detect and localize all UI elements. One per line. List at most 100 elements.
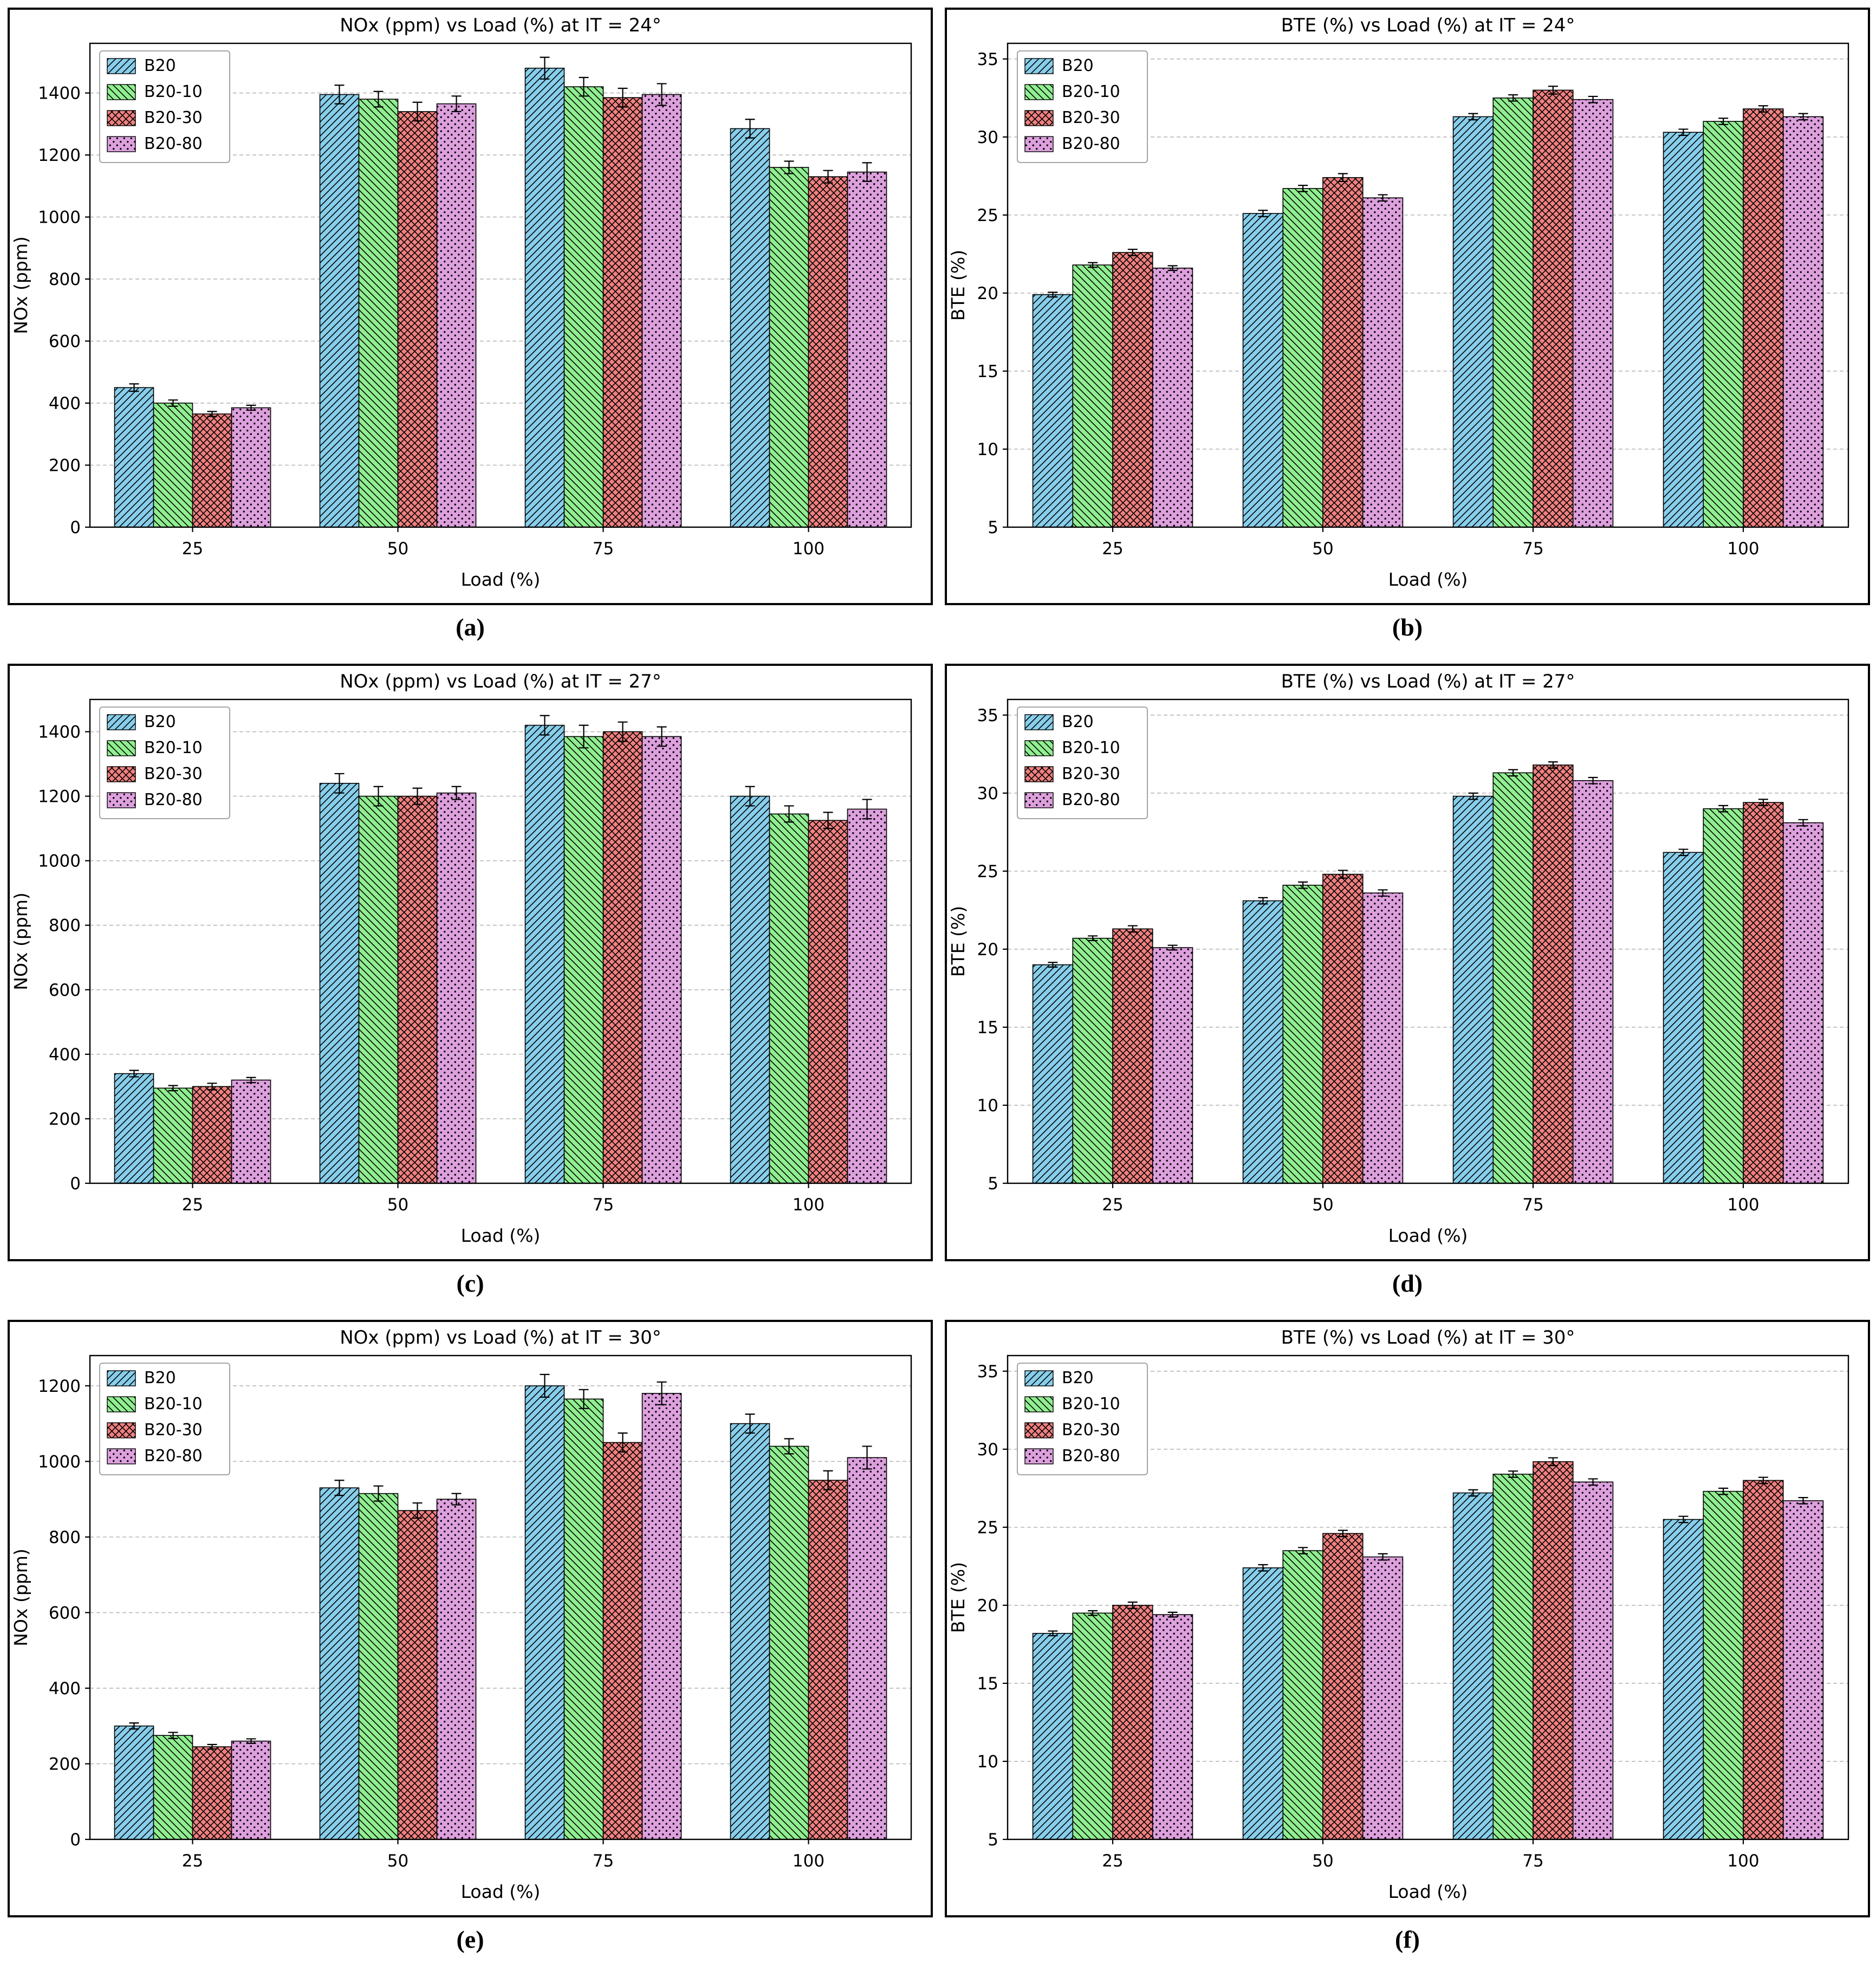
svg-text:50: 50 xyxy=(1312,539,1333,559)
svg-text:10: 10 xyxy=(977,1096,998,1116)
svg-text:10: 10 xyxy=(977,440,998,459)
svg-text:5: 5 xyxy=(988,518,998,537)
svg-text:0: 0 xyxy=(70,1174,81,1194)
chart-frame-bte-it27: 5 10 15 20 25 30 35 25 50 75 100 BTE (%) vs Load (%… xyxy=(945,664,1870,1261)
svg-text:BTE (%): BTE (%) xyxy=(947,906,969,977)
chart-frame-nox-it27: 0 200 400 600 800 1000 1200 1400 25 50 75 100 NOx (p… xyxy=(8,664,933,1261)
svg-text:100: 100 xyxy=(793,1851,825,1871)
svg-text:400: 400 xyxy=(49,394,81,413)
svg-text:75: 75 xyxy=(1522,1851,1543,1871)
svg-text:25: 25 xyxy=(1102,539,1123,559)
svg-text:15: 15 xyxy=(977,362,998,381)
svg-text:100: 100 xyxy=(793,1195,825,1215)
svg-text:B20-80: B20-80 xyxy=(1062,790,1120,809)
bar-chart-nox-it24: 0 200 400 600 800 1000 1200 1400 25 50 75 100 NOx (p… xyxy=(10,10,931,603)
svg-text:1200: 1200 xyxy=(38,1377,81,1396)
svg-text:75: 75 xyxy=(593,1195,614,1215)
svg-text:35: 35 xyxy=(977,1362,998,1382)
caption-f: (f) xyxy=(1395,1926,1420,1953)
svg-text:Load (%): Load (%) xyxy=(1388,569,1468,590)
svg-text:B20-30: B20-30 xyxy=(1062,764,1120,783)
svg-text:600: 600 xyxy=(49,981,81,1000)
svg-text:NOx (ppm): NOx (ppm) xyxy=(10,892,31,990)
panel-a: 0 200 400 600 800 1000 1200 1400 25 50 75 100 NOx (p… xyxy=(8,8,933,640)
svg-text:15: 15 xyxy=(977,1018,998,1038)
svg-text:B20-10: B20-10 xyxy=(1062,82,1120,101)
svg-text:600: 600 xyxy=(49,1603,81,1623)
svg-text:B20-10: B20-10 xyxy=(144,82,203,101)
svg-text:200: 200 xyxy=(49,456,81,476)
svg-text:30: 30 xyxy=(977,128,998,147)
svg-text:50: 50 xyxy=(387,1851,408,1871)
svg-text:B20-10: B20-10 xyxy=(1062,1395,1120,1414)
svg-text:B20-30: B20-30 xyxy=(144,1421,203,1440)
bar-chart-nox-it30: 0 200 400 600 800 1000 1200 25 50 75 100 NOx (ppm) … xyxy=(10,1322,931,1915)
svg-text:50: 50 xyxy=(1312,1851,1333,1871)
svg-text:25: 25 xyxy=(977,862,998,881)
svg-text:400: 400 xyxy=(49,1045,81,1065)
svg-text:200: 200 xyxy=(49,1754,81,1774)
svg-text:B20: B20 xyxy=(1062,56,1094,75)
svg-text:B20-80: B20-80 xyxy=(144,1447,203,1466)
panel-b: 5 10 15 20 25 30 35 25 50 75 100 BTE (%) vs Load (%… xyxy=(945,8,1870,640)
caption-b: (b) xyxy=(1392,613,1423,641)
svg-text:B20-10: B20-10 xyxy=(144,738,203,757)
caption-d: (d) xyxy=(1392,1269,1423,1297)
svg-text:Load (%): Load (%) xyxy=(1388,1881,1468,1902)
svg-text:BTE (%): BTE (%) xyxy=(947,1562,969,1633)
svg-text:Load (%): Load (%) xyxy=(461,569,541,590)
svg-text:600: 600 xyxy=(49,332,81,352)
svg-text:15: 15 xyxy=(977,1674,998,1694)
svg-text:B20-30: B20-30 xyxy=(144,108,203,127)
svg-text:75: 75 xyxy=(1522,539,1543,559)
svg-text:B20: B20 xyxy=(144,712,176,731)
svg-text:25: 25 xyxy=(1102,1851,1123,1871)
svg-text:400: 400 xyxy=(49,1679,81,1699)
svg-text:B20: B20 xyxy=(144,56,176,75)
svg-text:BTE (%) vs Load (%) at IT = 30: BTE (%) vs Load (%) at IT = 30° xyxy=(1281,1327,1575,1349)
svg-text:20: 20 xyxy=(977,940,998,960)
svg-text:NOx (ppm): NOx (ppm) xyxy=(10,236,31,334)
svg-text:B20-80: B20-80 xyxy=(144,790,203,809)
svg-text:B20-10: B20-10 xyxy=(144,1395,203,1414)
svg-text:35: 35 xyxy=(977,706,998,725)
chart-frame-nox-it24: 0 200 400 600 800 1000 1200 1400 25 50 75 100 NOx (p… xyxy=(8,8,933,605)
svg-text:NOx (ppm) vs Load (%) at IT =: NOx (ppm) vs Load (%) at IT = 30° xyxy=(340,1327,661,1349)
svg-text:NOx (ppm) vs Load (%) at IT =: NOx (ppm) vs Load (%) at IT = 27° xyxy=(340,671,661,692)
svg-text:B20-80: B20-80 xyxy=(144,134,203,153)
svg-text:100: 100 xyxy=(793,539,825,559)
svg-text:35: 35 xyxy=(977,50,998,69)
svg-text:B20-30: B20-30 xyxy=(1062,108,1120,127)
svg-text:30: 30 xyxy=(977,1440,998,1460)
svg-text:75: 75 xyxy=(1522,1195,1543,1215)
svg-text:NOx (ppm): NOx (ppm) xyxy=(10,1548,31,1646)
svg-text:1000: 1000 xyxy=(38,1452,81,1472)
chart-frame-nox-it30: 0 200 400 600 800 1000 1200 25 50 75 100 NOx (ppm) … xyxy=(8,1320,933,1917)
caption-a: (a) xyxy=(456,613,485,641)
svg-text:25: 25 xyxy=(977,1518,998,1538)
svg-text:25: 25 xyxy=(182,1851,203,1871)
svg-text:800: 800 xyxy=(49,270,81,289)
svg-text:25: 25 xyxy=(977,206,998,225)
svg-text:B20: B20 xyxy=(1062,712,1094,731)
bar-chart-bte-it24: 5 10 15 20 25 30 35 25 50 75 100 BTE (%) vs Load (%… xyxy=(947,10,1868,603)
svg-text:75: 75 xyxy=(593,1851,614,1871)
svg-text:50: 50 xyxy=(387,1195,408,1215)
svg-text:0: 0 xyxy=(70,1830,81,1850)
svg-text:1000: 1000 xyxy=(38,208,81,228)
svg-text:30: 30 xyxy=(977,784,998,803)
svg-text:NOx (ppm) vs Load (%) at IT =: NOx (ppm) vs Load (%) at IT = 24° xyxy=(340,15,661,36)
svg-text:1200: 1200 xyxy=(38,146,81,165)
svg-text:5: 5 xyxy=(988,1174,998,1194)
panel-d: 5 10 15 20 25 30 35 25 50 75 100 BTE (%) vs Load (%… xyxy=(945,664,1870,1296)
svg-text:20: 20 xyxy=(977,1596,998,1616)
svg-text:B20-30: B20-30 xyxy=(1062,1421,1120,1440)
chart-frame-bte-it24: 5 10 15 20 25 30 35 25 50 75 100 BTE (%) vs Load (%… xyxy=(945,8,1870,605)
svg-text:75: 75 xyxy=(593,539,614,559)
caption-e: (e) xyxy=(456,1926,484,1953)
svg-text:20: 20 xyxy=(977,284,998,303)
svg-text:1000: 1000 xyxy=(38,852,81,871)
svg-text:BTE (%): BTE (%) xyxy=(947,250,969,321)
svg-text:1400: 1400 xyxy=(38,84,81,103)
